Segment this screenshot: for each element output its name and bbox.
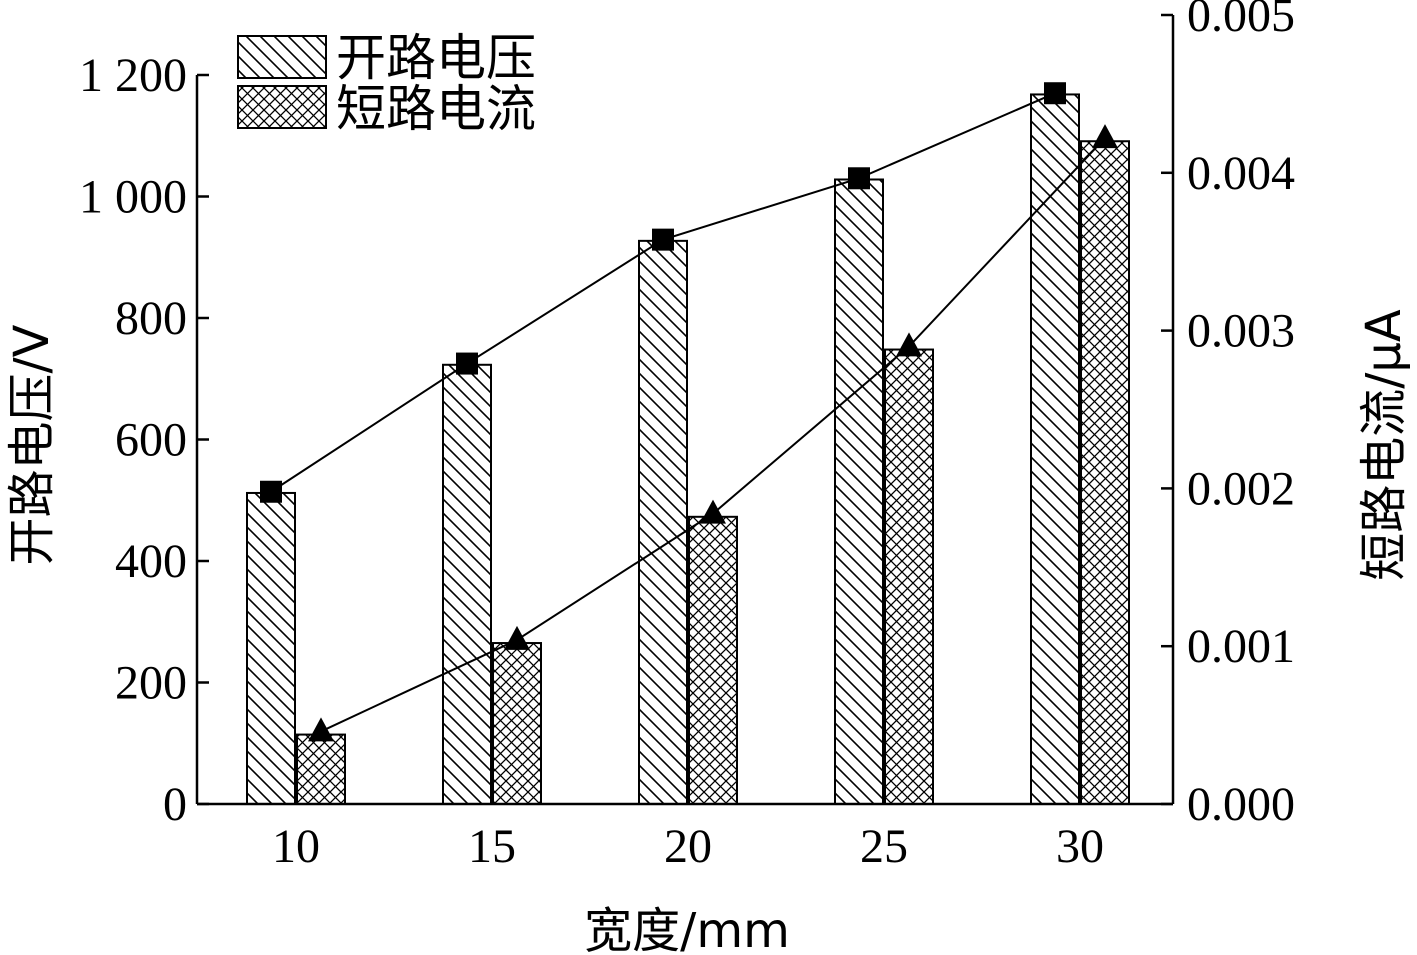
marker-voltage-25 (848, 167, 870, 190)
right-y-tick-label-3: 0.003 (1187, 305, 1295, 358)
marker-voltage-20 (652, 228, 674, 251)
right-y-tick-label-5: 0.005 (1187, 0, 1295, 42)
bar-voltage-15 (442, 363, 492, 805)
left-y-tick-label-0: 0 (163, 778, 187, 831)
left-y-tick-label-2: 400 (115, 535, 187, 588)
left-y-tick-label-6: 1 200 (79, 49, 187, 102)
marker-current-25 (896, 332, 922, 357)
left-y-tick-label-3: 600 (115, 414, 187, 467)
right-y-tick-label-0: 0.000 (1187, 778, 1295, 831)
right-y-tick-label-1: 0.001 (1187, 620, 1295, 673)
marker-voltage-15 (456, 352, 478, 375)
legend-label-open-circuit-voltage: 开路电压 (336, 29, 536, 87)
bar-voltage-25 (834, 178, 884, 806)
marker-current-30 (1092, 124, 1118, 149)
right-y-axis-label: 短路电流/μA (1356, 309, 1412, 581)
marker-voltage-30 (1044, 82, 1066, 105)
right-y-tick-label-4: 0.004 (1187, 147, 1295, 200)
bar-voltage-20 (638, 239, 688, 806)
x-tick-label-30: 30 (1056, 820, 1104, 873)
ticks-layer: 0 200 400 600 800 1 000 1 200 0.000 0.001 0.002 0.… (79, 0, 1295, 873)
left-y-tick-label-4: 800 (115, 292, 187, 345)
bar-voltage-30 (1030, 93, 1080, 805)
x-tick-label-25: 25 (860, 820, 908, 873)
left-y-tick-label-5: 1 000 (79, 171, 187, 224)
lines-layer (260, 82, 1118, 742)
marker-current-15 (504, 625, 530, 650)
legend-label-short-circuit-current: 短路电流 (336, 80, 536, 138)
legend-swatch-open-circuit-voltage (237, 35, 327, 79)
bar-voltage-10 (246, 491, 296, 805)
left-y-axis-label: 开路电压/V (4, 324, 60, 565)
bar-current-20 (688, 515, 738, 806)
right-y-tick-label-2: 0.002 (1187, 462, 1295, 515)
legend: 开路电压 短路电流 (237, 29, 536, 138)
x-tick-label-10: 10 (272, 820, 320, 873)
x-axis-label: 宽度/mm (584, 903, 790, 955)
bar-current-30 (1080, 140, 1130, 806)
x-tick-label-15: 15 (468, 820, 516, 873)
bars-layer (246, 93, 1130, 806)
bar-current-25 (884, 348, 934, 805)
bar-current-15 (492, 642, 542, 805)
marker-current-20 (700, 499, 726, 524)
marker-voltage-10 (260, 480, 282, 503)
marker-current-10 (308, 717, 334, 742)
legend-swatch-short-circuit-current (237, 85, 327, 129)
left-y-tick-label-1: 200 (115, 657, 187, 710)
bar-current-10 (296, 733, 346, 805)
x-tick-label-20: 20 (664, 820, 712, 873)
